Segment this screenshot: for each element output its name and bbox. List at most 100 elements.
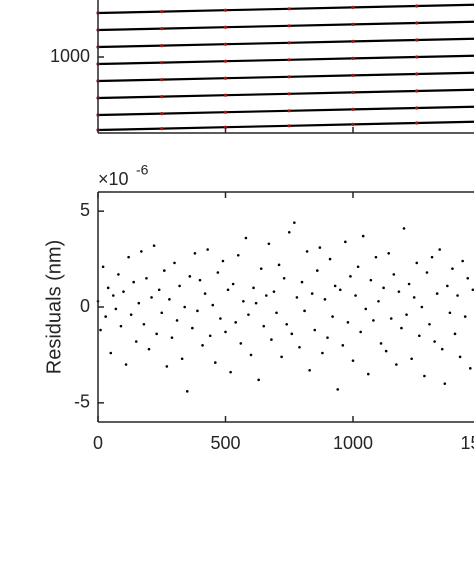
scatter-point [272,290,276,293]
series-marker [160,78,164,82]
series-marker [160,112,164,116]
scatter-point [448,311,452,315]
scatter-point [328,257,332,261]
scatter-point [397,290,401,293]
scatter-point [142,322,146,326]
series-marker [415,4,419,8]
scatter-point [208,334,212,338]
scatter-point [379,342,383,345]
scatter-point [407,282,411,286]
scatter-point [395,363,398,366]
scatter-point [438,248,442,251]
scatter-point [122,290,125,293]
scatter-point [384,349,388,353]
scatter-point [244,236,248,240]
scatter-point [402,227,406,230]
scatter-point [405,313,408,316]
scatter-point [119,324,123,328]
scatter-point [374,255,378,259]
scatter-point [275,311,278,315]
series-marker [160,27,164,31]
scatter-point [277,263,281,267]
scatter-point [242,299,245,303]
scatter-point [163,269,166,272]
scatter-point [265,294,268,297]
scatter-point [168,298,171,301]
scatter-point [224,330,227,334]
scatter-point [236,253,240,257]
scatter-point [290,332,294,336]
scatter-point [466,276,470,280]
scatter-point [145,276,148,280]
scatter-point [150,296,153,299]
scatter-point [193,252,197,255]
scatter-point [282,276,286,280]
series-marker [160,10,164,14]
series-marker [287,92,291,96]
scatter-point [303,309,306,313]
scatter-point [109,351,113,355]
scatter-point [239,342,243,345]
series-marker [223,8,228,12]
scatter-point [165,365,169,368]
scatter-point [453,332,457,336]
series-marker [351,56,355,61]
x-tick-label: 500 [210,433,240,453]
scatter-point [178,284,181,288]
scatter-point [423,374,426,378]
series-marker [351,107,355,111]
x-tick-label: 1500 [460,433,474,453]
series-marker [415,72,419,76]
scatter-point [104,315,107,318]
scatter-point [318,246,322,249]
axes-background [98,192,474,422]
series-marker [160,44,164,48]
scatter-point [231,282,235,286]
series-marker [415,106,419,110]
series-marker [287,58,291,62]
scatter-point [198,278,202,282]
scatter-point [361,234,365,238]
series-marker [415,55,419,59]
scatter-point [364,307,368,311]
series-marker [160,61,164,65]
scatter-point [147,347,151,351]
scatter-point [469,367,472,370]
scatter-point [433,340,436,343]
scatter-point [249,353,253,357]
scatter-point [323,298,327,301]
scatter-point [173,261,176,265]
scatter-point [191,326,194,330]
series-marker [223,25,228,29]
scatter-point [351,359,355,362]
scatter-point [410,357,413,361]
series-marker [287,41,291,45]
y-tick-label: 5 [80,200,90,220]
series-marker [223,59,228,63]
scatter-point [157,288,161,292]
scatter-point [300,280,304,284]
x-tick-label: 1000 [333,433,373,453]
scatter-point [341,344,345,347]
series-marker [160,95,164,99]
scatter-point [112,294,115,297]
scatter-point [367,372,370,376]
scatter-point [188,275,192,278]
scatter-point [461,259,464,263]
scatter-point [267,242,271,246]
scatter-point [137,301,141,305]
series-marker [415,21,419,25]
scatter-point [262,324,266,328]
scatter-point [106,286,110,290]
scatter-point [196,309,199,313]
scatter-point [252,286,255,290]
y-exponent: -6 [136,162,149,178]
scatter-point [400,326,403,330]
scatter-point [259,267,263,270]
y-axis-label: Residuals (nm) [43,240,65,374]
scatter-point [446,284,449,288]
series-marker [223,110,228,114]
scatter-point [129,313,133,316]
scatter-point [428,322,431,326]
scatter-point [229,370,232,374]
